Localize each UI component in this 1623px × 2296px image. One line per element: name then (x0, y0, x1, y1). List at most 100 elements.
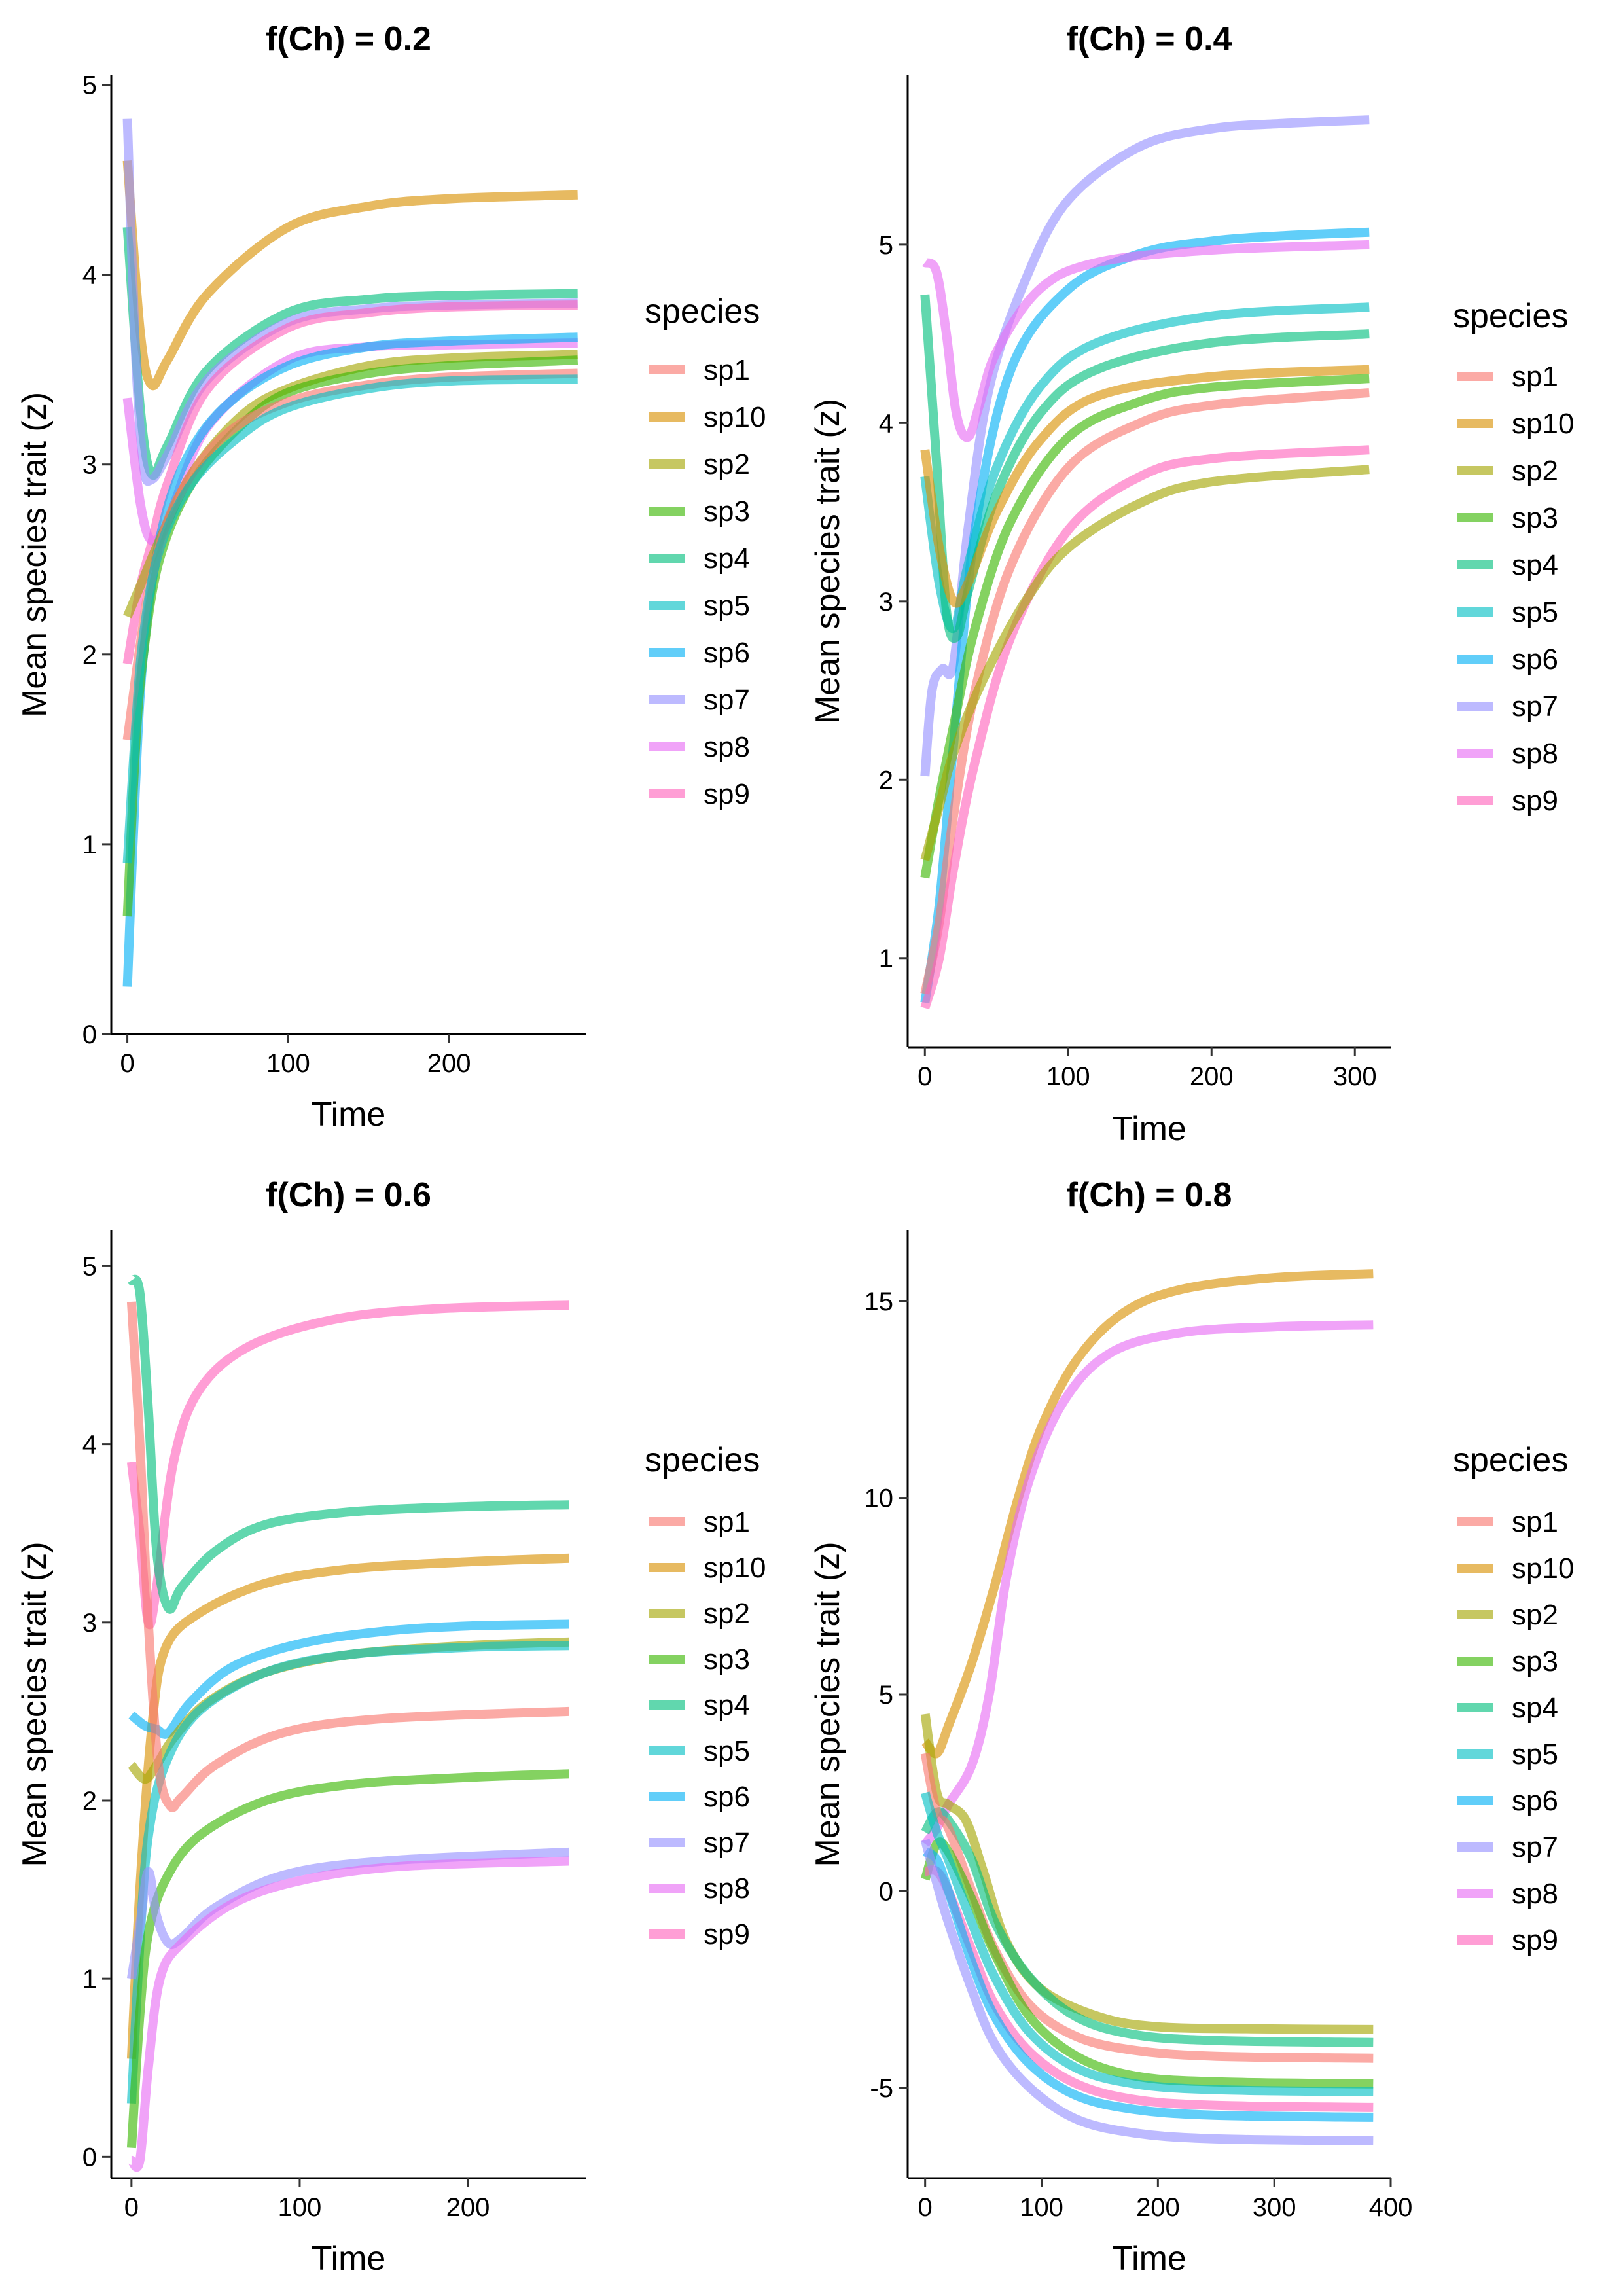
legend-label-sp7: sp7 (704, 684, 750, 716)
x-tick-label: 300 (1333, 1062, 1377, 1091)
legend-label-sp9: sp9 (704, 1918, 750, 1950)
legend-label-sp3: sp3 (704, 495, 750, 528)
series-group (920, 115, 1370, 1010)
panel-title: f(Ch) = 0.6 (266, 1176, 431, 1214)
y-axis-label: Mean species trait (z) (16, 392, 54, 717)
series-line-sp1 (126, 1301, 569, 1812)
y-tick-label: 0 (82, 2143, 97, 2172)
series-group (122, 118, 579, 987)
legend-label-sp9: sp9 (704, 778, 750, 810)
x-axis-label: Time (312, 1096, 386, 1134)
series-group (920, 1269, 1374, 2145)
legend-label-sp2: sp2 (1512, 1599, 1558, 1631)
x-tick-label: 100 (278, 2193, 322, 2222)
y-tick-label: 4 (82, 261, 97, 290)
x-tick-label: 0 (918, 2193, 933, 2222)
x-axis-label: Time (312, 2240, 386, 2278)
legend-label-sp8: sp8 (1512, 1878, 1558, 1910)
series-group (126, 1274, 569, 2172)
legend-label-sp4: sp4 (1512, 549, 1558, 581)
legend-label-sp1: sp1 (1512, 361, 1558, 393)
y-tick-label: 5 (82, 71, 97, 100)
y-axis-label: Mean species trait (z) (809, 1541, 847, 1867)
y-tick-label: -5 (870, 2074, 893, 2103)
legend-label-sp2: sp2 (704, 1598, 750, 1630)
legend-title: species (645, 1441, 760, 1479)
legend-label-sp3: sp3 (1512, 502, 1558, 534)
series-line-sp8 (126, 1856, 569, 2172)
y-tick-label: 1 (82, 831, 97, 859)
legend-label-sp10: sp10 (1512, 408, 1574, 440)
panel-3: f(Ch) = 0.6 0 100 200 0 1 2 3 4 5 Time Mean species… (16, 1176, 766, 2278)
x-axis-label: Time (1112, 1110, 1186, 1148)
series-line-sp1 (122, 368, 578, 741)
y-tick-label: 3 (82, 1609, 97, 1638)
series-line-sp10 (921, 1269, 1374, 1759)
legend-label-sp8: sp8 (704, 731, 750, 763)
legend-label-sp6: sp6 (1512, 643, 1558, 675)
series-line-sp4 (127, 1274, 569, 1614)
legend-label-sp5: sp5 (704, 590, 750, 622)
y-tick-label: 15 (865, 1287, 894, 1316)
y-tick-label: 1 (879, 944, 893, 973)
legend-label-sp1: sp1 (1512, 1506, 1558, 1538)
series-line-sp2 (920, 465, 1370, 861)
legend-label-sp2: sp2 (704, 448, 750, 480)
series-line-sp9 (920, 445, 1370, 1010)
x-tick-label: 200 (1190, 1062, 1234, 1091)
panel-1: f(Ch) = 0.2 0 100 200 0 1 2 3 4 5 Time Mean species… (16, 20, 766, 1134)
y-tick-label: 5 (82, 1252, 97, 1281)
legend: species sp1 sp10 sp2 sp3 sp4 sp5 sp6 sp7 sp8 sp9 (645, 1441, 766, 1950)
panel-title: f(Ch) = 0.4 (1067, 20, 1232, 58)
y-tick-label: 0 (82, 1020, 97, 1049)
legend-label-sp6: sp6 (704, 1781, 750, 1813)
y-tick-label: 10 (865, 1484, 894, 1513)
y-tick-label: 2 (82, 1787, 97, 1816)
x-tick-label: 200 (427, 1049, 471, 1078)
y-tick-label: 2 (879, 766, 893, 795)
y-tick-label: 4 (82, 1431, 97, 1460)
x-tick-label: 0 (918, 1062, 932, 1091)
legend-label-sp6: sp6 (1512, 1785, 1558, 1817)
series-line-sp3 (126, 1769, 569, 2149)
series-line-sp10 (920, 365, 1370, 608)
legend-title: species (645, 293, 760, 331)
y-tick-label: 3 (879, 588, 893, 617)
legend: species sp1 sp10 sp2 sp3 sp4 sp5 sp6 sp7 sp8 sp9 (1453, 297, 1574, 817)
legend-label-sp4: sp4 (704, 543, 750, 575)
legend-label-sp10: sp10 (704, 1552, 766, 1584)
legend-label-sp5: sp5 (1512, 1738, 1558, 1770)
panel-title: f(Ch) = 0.2 (266, 20, 431, 58)
x-tick-label: 300 (1253, 2193, 1296, 2222)
x-tick-label: 0 (120, 1049, 134, 1078)
legend-label-sp3: sp3 (704, 1643, 750, 1676)
x-tick-label: 400 (1369, 2193, 1413, 2222)
y-axis-label: Mean species trait (z) (809, 399, 847, 724)
legend-label-sp4: sp4 (704, 1689, 750, 1721)
y-tick-label: 1 (82, 1965, 97, 1994)
panel-4: f(Ch) = 0.8 0 100 200 300 400 -5 0 5 10 15 Time Mean… (809, 1176, 1574, 2278)
y-tick-label: 5 (879, 231, 893, 260)
x-tick-label: 100 (266, 1049, 310, 1078)
series-line-sp6 (920, 227, 1370, 1003)
y-tick-label: 2 (82, 641, 97, 670)
legend: species sp1 sp10 sp2 sp3 sp4 sp5 sp6 sp7 sp8 sp9 (645, 293, 766, 810)
legend-label-sp4: sp4 (1512, 1692, 1558, 1724)
legend: species sp1 sp10 sp2 sp3 sp4 sp5 sp6 sp7 sp8 sp9 (1453, 1441, 1574, 1956)
legend-label-sp10: sp10 (704, 401, 766, 433)
y-tick-label: 5 (879, 1681, 893, 1710)
x-tick-label: 100 (1020, 2193, 1063, 2222)
legend-label-sp8: sp8 (1512, 738, 1558, 770)
legend-title: species (1453, 1441, 1568, 1479)
legend-label-sp7: sp7 (1512, 1831, 1558, 1863)
legend-label-sp10: sp10 (1512, 1552, 1574, 1585)
series-line-sp1 (920, 1752, 1374, 2063)
legend-title: species (1453, 297, 1568, 335)
x-axis-label: Time (1112, 2240, 1186, 2278)
legend-label-sp5: sp5 (1512, 596, 1558, 628)
x-tick-label: 200 (446, 2193, 490, 2222)
series-line-sp10 (122, 160, 578, 391)
x-tick-label: 200 (1136, 2193, 1180, 2222)
y-axis-label: Mean species trait (z) (16, 1541, 54, 1867)
